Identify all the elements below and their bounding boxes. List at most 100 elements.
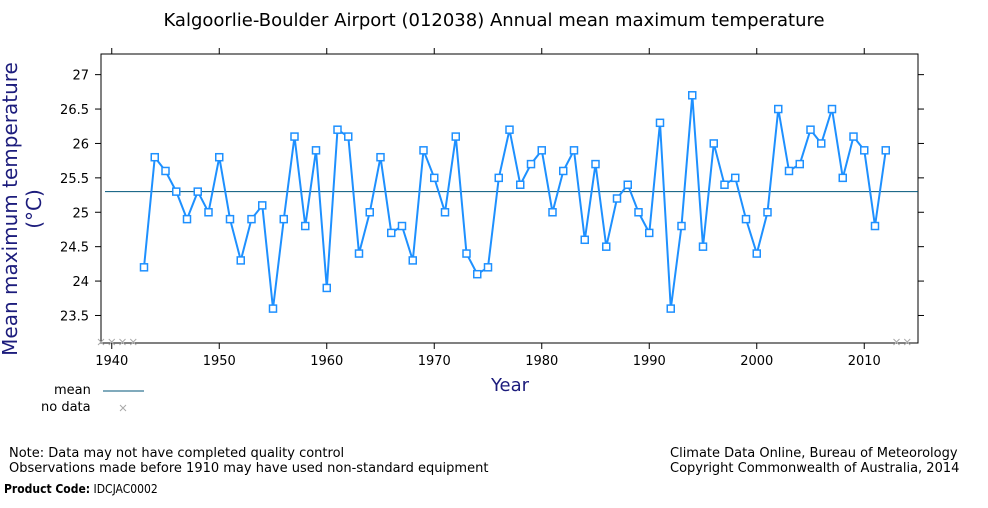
data-point [161, 166, 170, 176]
data-point [225, 214, 235, 224]
data-point [827, 104, 837, 114]
legend-nodata-swatch [119, 404, 127, 412]
data-point [559, 166, 568, 176]
data-point [709, 139, 718, 148]
data-point [333, 125, 342, 134]
chart-title: Kalgoorlie-Boulder Airport (012038) Annu… [163, 10, 825, 31]
data-point [258, 201, 267, 210]
data-point [322, 283, 331, 293]
data-point [569, 146, 579, 155]
no-data-marker [119, 338, 126, 346]
y-axis-label: Mean maximum temperature (°C) [0, 62, 46, 356]
y-tick-label: 24.5 [60, 241, 89, 256]
data-point [849, 132, 858, 141]
data-point [494, 173, 503, 183]
product-code-label: Product Code: [4, 482, 91, 496]
data-point [451, 132, 460, 141]
data-point [182, 214, 192, 224]
data-point [623, 180, 632, 189]
data-point [150, 152, 159, 162]
data-point [505, 125, 514, 134]
data-point [419, 146, 428, 155]
data-point [526, 159, 536, 169]
data-point [806, 125, 815, 134]
y-tick-label: 24 [72, 275, 89, 290]
legend-nodata-label: no data [41, 400, 91, 415]
data-point [591, 159, 600, 169]
no-data-marker [893, 338, 900, 346]
data-point [408, 256, 417, 265]
data-point [430, 173, 439, 183]
source-bom: Climate Data Online, Bureau of Meteorolo… [670, 446, 958, 461]
data-point [720, 180, 729, 189]
legend-mean-label: mean [54, 383, 91, 398]
data-point [655, 118, 665, 128]
data-point [838, 173, 847, 183]
data-point [774, 104, 783, 114]
product-code: Product Code: IDCJAC0002 [4, 482, 158, 496]
data-point [483, 263, 493, 272]
data-point [666, 304, 675, 313]
no-data-marker [903, 338, 911, 346]
y-tick-label: 26.5 [60, 103, 89, 118]
data-point [268, 304, 278, 313]
y-tick-label: 26 [72, 137, 89, 152]
data-point [537, 146, 546, 155]
x-tick-label: 1940 [95, 354, 128, 369]
plot-frame [100, 53, 919, 344]
data-point [311, 146, 321, 155]
data-point [752, 249, 761, 258]
data-point [397, 221, 407, 231]
y-tick-label: 25.5 [60, 172, 89, 187]
x-tick-label: 1950 [203, 354, 236, 369]
data-point [763, 208, 772, 217]
data-point [817, 139, 826, 148]
x-tick-label: 2010 [848, 354, 881, 369]
x-tick-label: 1970 [418, 354, 451, 369]
data-point [204, 208, 213, 217]
data-point [870, 221, 880, 231]
data-point [612, 194, 622, 203]
note-quality-control: Note: Data may not have completed qualit… [9, 446, 345, 461]
data-point [215, 152, 224, 162]
y-tick-label: 23.5 [60, 309, 89, 324]
data-point [731, 173, 740, 183]
source-copyright: Copyright Commonwealth of Australia, 201… [670, 461, 960, 476]
data-point [301, 221, 310, 231]
data-point [344, 132, 353, 141]
data-point [688, 91, 697, 100]
product-code-value: IDCJAC0002 [93, 482, 158, 496]
data-point [172, 187, 181, 196]
data-point [516, 180, 525, 189]
x-tick-label: 1960 [310, 354, 343, 369]
no-data-marker [108, 338, 116, 346]
data-point [860, 146, 869, 155]
data-point [236, 256, 245, 265]
data-point [698, 242, 708, 251]
x-tick-label: 1990 [633, 354, 666, 369]
y-tick-label: 25 [72, 206, 89, 221]
series-line [143, 95, 887, 309]
data-point [580, 235, 589, 245]
data-point [193, 187, 202, 196]
y-tick-label: 27 [72, 69, 89, 84]
data-point [247, 214, 256, 224]
data-point [602, 242, 611, 251]
data-point [795, 159, 804, 169]
data-point [645, 228, 654, 238]
data-point [290, 132, 299, 141]
no-data-marker [97, 338, 105, 346]
data-point [548, 208, 557, 217]
data-point [634, 208, 643, 217]
data-point [881, 146, 890, 155]
data-point [387, 228, 396, 238]
data-point [376, 152, 385, 162]
data-point [440, 208, 450, 217]
x-axis-label: Year [490, 375, 530, 396]
data-point [784, 166, 794, 176]
data-point [473, 269, 482, 279]
data-point [462, 249, 471, 258]
x-tick-label: 1980 [525, 354, 558, 369]
no-data-marker [129, 338, 137, 346]
